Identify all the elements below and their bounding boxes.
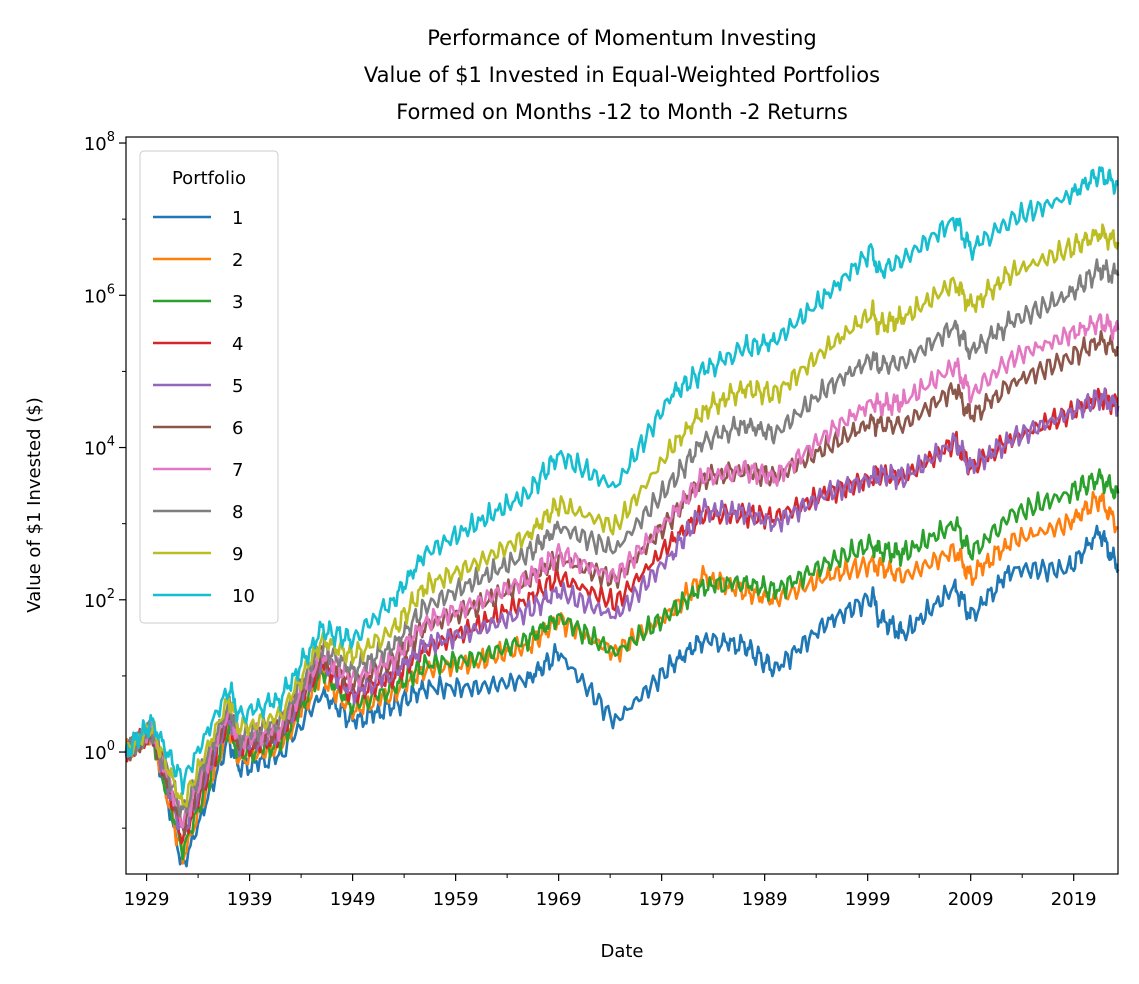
legend-label-6: 6 (232, 418, 243, 439)
legend-label-4: 4 (232, 334, 243, 355)
y-axis: 100 102 104 106 108 (84, 130, 126, 829)
legend-label-9: 9 (232, 544, 243, 565)
x-tick-label: 1939 (227, 889, 273, 910)
x-tick-label: 1969 (536, 889, 582, 910)
series-line-5 (124, 387, 1120, 835)
y-tick-label: 108 (84, 130, 115, 155)
y-tick-label: 102 (84, 587, 115, 612)
x-tick-label: 1929 (124, 889, 170, 910)
chart-title-line-3: Formed on Months -12 to Month -2 Returns (396, 100, 848, 124)
series-line-8 (125, 258, 1120, 818)
y-tick-label: 104 (84, 435, 115, 460)
legend-label-5: 5 (232, 376, 243, 397)
legend: Portfolio 1 2 3 4 5 6 7 8 9 10 (139, 150, 279, 624)
legend-title: Portfolio (172, 168, 246, 189)
plot-frame (125, 136, 1119, 875)
x-tick-label: 1979 (639, 889, 685, 910)
chart-title-line-1: Performance of Momentum Investing (427, 26, 817, 50)
legend-label-3: 3 (232, 292, 243, 313)
x-axis-label: Date (600, 941, 643, 962)
legend-label-7: 7 (232, 460, 243, 481)
y-tick-label: 106 (84, 282, 115, 307)
x-tick-label: 1989 (742, 889, 788, 910)
series-line-10 (124, 166, 1119, 796)
x-tick-label: 1949 (330, 889, 376, 910)
x-tick-label: 1999 (845, 889, 891, 910)
legend-label-10: 10 (232, 586, 255, 607)
y-tick-label: 100 (84, 739, 115, 764)
x-axis: 1929 1939 1949 1959 1969 1979 1989 1999 2009 2019 (124, 874, 1097, 910)
legend-box (139, 150, 279, 624)
series-line-9 (124, 223, 1120, 808)
chart-title-line-2: Value of $1 Invested in Equal-Weighted P… (364, 63, 880, 87)
legend-label-8: 8 (232, 502, 243, 523)
series-line-1 (125, 524, 1120, 868)
legend-label-2: 2 (232, 250, 243, 271)
legend-entries: 1 2 3 4 5 6 7 8 9 10 (153, 208, 255, 607)
x-tick-label: 1959 (433, 889, 479, 910)
x-tick-label: 2009 (948, 889, 994, 910)
y-axis-label: Value of $1 Invested ($) (24, 397, 45, 612)
legend-label-1: 1 (232, 208, 243, 229)
x-tick-label: 2019 (1051, 889, 1097, 910)
series-layer (124, 166, 1120, 868)
